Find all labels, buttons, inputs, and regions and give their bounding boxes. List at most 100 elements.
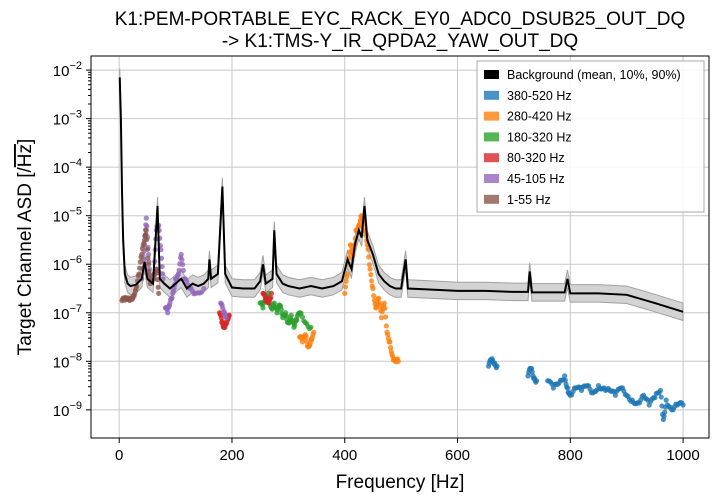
- scatter-point: [180, 261, 186, 268]
- svg-text:Target Channel ASD [/Hz]: Target Channel ASD [/Hz]: [15, 139, 36, 356]
- scatter-point: [344, 271, 351, 277]
- legend-label: 45-105 Hz: [507, 172, 565, 186]
- scatter-point: [294, 317, 300, 323]
- scatter-point: [143, 227, 149, 233]
- x-tick-label: 400: [332, 447, 357, 464]
- scatter-point: [278, 306, 284, 313]
- legend-swatch: [484, 111, 499, 121]
- y-tick-label: 10−7: [53, 303, 82, 323]
- legend: Background (mean, 10%, 90%) 380-520 Hz 280…: [476, 60, 705, 213]
- x-axis-label: Frequency [Hz]: [336, 472, 465, 493]
- scatter-point: [367, 266, 373, 272]
- scatter-point: [387, 339, 393, 345]
- x-tick-label: 600: [445, 447, 470, 464]
- y-tick-label: 10−8: [53, 351, 82, 371]
- legend-swatch: [484, 90, 499, 100]
- scatter-point: [371, 293, 377, 299]
- scatter-point: [178, 251, 184, 258]
- x-tick-label: 1000: [666, 447, 699, 464]
- y-tick-label: 10−4: [53, 157, 82, 177]
- scatter-point: [378, 315, 384, 321]
- scatter-point: [680, 402, 686, 408]
- background-mean-line: [118, 77, 684, 313]
- scatter-point: [299, 339, 306, 345]
- scatter-point: [165, 310, 171, 316]
- scatter-point: [564, 385, 571, 391]
- legend-label: 380-520 Hz: [507, 89, 572, 103]
- scatter-point: [533, 378, 540, 384]
- y-tick-label: 10−3: [53, 109, 82, 129]
- scatter-point: [169, 295, 175, 301]
- scatter-point: [146, 268, 152, 275]
- legend-swatch: [484, 174, 499, 183]
- scatter-point: [395, 358, 401, 364]
- scatter-point: [494, 363, 500, 369]
- scatter-point: [154, 270, 160, 276]
- scatter-point: [155, 284, 161, 290]
- scatter-series: [119, 213, 686, 423]
- scatter-point: [612, 392, 618, 398]
- chart-title-line1: K1:PEM-PORTABLE_EYC_RACK_EY0_ADC0_DSUB25…: [115, 9, 686, 30]
- scatter-point: [137, 265, 143, 271]
- x-tick-label: 800: [558, 447, 583, 464]
- scatter-point: [268, 295, 274, 301]
- scatter-point: [356, 221, 363, 227]
- scatter-point: [661, 413, 667, 419]
- scatter-point: [145, 255, 151, 261]
- scatter-point: [139, 251, 145, 258]
- scatter-point: [268, 290, 275, 296]
- scatter-point: [260, 305, 266, 311]
- legend-swatch: [484, 132, 499, 142]
- scatter-point: [144, 246, 150, 252]
- scatter-point: [303, 334, 309, 340]
- scatter-point: [365, 246, 371, 252]
- scatter-point: [145, 261, 152, 267]
- scatter-point: [144, 223, 150, 229]
- y-label-prefix: Target Channel ASD [/: [15, 167, 36, 356]
- scatter-point: [159, 263, 165, 270]
- y-axis: 10−2 10−3 10−4 10−5 10−6 10−7 10−8 10−9: [53, 60, 91, 420]
- x-axis: 0 200 400 600 800 1000: [115, 438, 700, 464]
- scatter-point: [343, 278, 349, 284]
- scatter-point: [383, 323, 389, 329]
- scatter-point: [180, 267, 186, 274]
- scatter-point: [176, 267, 182, 273]
- scatter-point: [662, 409, 668, 415]
- scatter-point: [342, 290, 348, 296]
- legend-label: 80-320 Hz: [507, 151, 565, 165]
- scatter-point: [160, 271, 166, 277]
- y-tick-label: 10−6: [53, 254, 82, 274]
- scatter-point: [657, 387, 664, 394]
- scatter-point: [288, 312, 294, 318]
- scatter-point: [368, 272, 374, 278]
- scatter-point: [658, 394, 664, 400]
- scatter-point: [342, 284, 349, 290]
- scatter-point: [383, 314, 389, 320]
- scatter-point: [375, 295, 382, 301]
- scatter-point: [652, 395, 658, 401]
- plot-frame: [90, 55, 710, 439]
- scatter-point: [370, 285, 376, 292]
- scatter-point: [562, 377, 568, 383]
- scatter-point: [385, 332, 391, 338]
- y-axis-label: Target Channel ASD [/Hz]: [15, 139, 36, 356]
- scatter-point: [663, 397, 669, 403]
- y-tick-label: 10−2: [53, 60, 82, 80]
- scatter-point: [144, 236, 150, 243]
- scatter-point: [381, 300, 387, 306]
- scatter-point: [143, 215, 149, 221]
- legend-label: 180-320 Hz: [507, 130, 572, 144]
- y-tick-label: 10−5: [53, 206, 82, 226]
- scatter-point: [223, 315, 229, 321]
- scatter-point: [179, 256, 185, 263]
- x-tick-label: 0: [115, 447, 123, 464]
- scatter-point: [137, 259, 143, 265]
- scatter-point: [368, 278, 375, 284]
- legend-swatch: [484, 194, 499, 204]
- legend-swatch: [484, 153, 499, 163]
- scatter-point: [387, 344, 394, 351]
- legend-label: 1-55 Hz: [507, 193, 551, 207]
- scatter-point: [201, 285, 207, 292]
- scatter-point: [156, 290, 162, 296]
